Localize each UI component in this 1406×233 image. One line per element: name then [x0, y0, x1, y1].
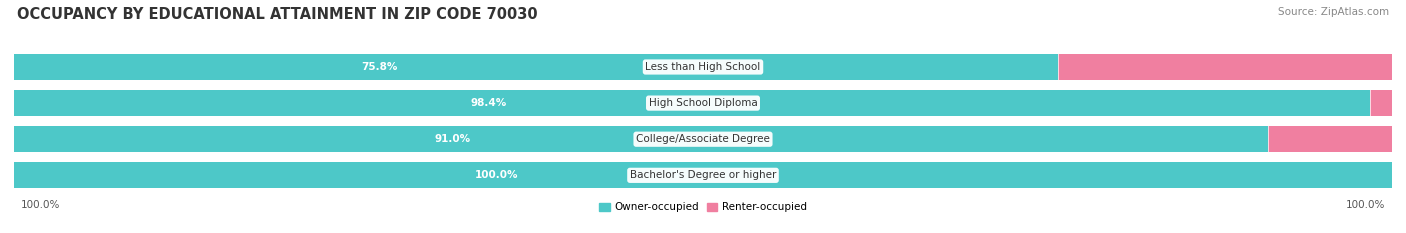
Bar: [1369, 90, 1392, 116]
Text: Bachelor's Degree or higher: Bachelor's Degree or higher: [630, 170, 776, 180]
Text: 91.0%: 91.0%: [434, 134, 471, 144]
Text: 75.8%: 75.8%: [361, 62, 398, 72]
Text: 98.4%: 98.4%: [471, 98, 506, 108]
Text: 100.0%: 100.0%: [1346, 200, 1385, 210]
Bar: [14, 162, 1392, 188]
Bar: [1059, 54, 1392, 80]
Bar: [14, 54, 1059, 80]
Legend: Owner-occupied, Renter-occupied: Owner-occupied, Renter-occupied: [595, 198, 811, 216]
Text: Less than High School: Less than High School: [645, 62, 761, 72]
Text: Source: ZipAtlas.com: Source: ZipAtlas.com: [1278, 7, 1389, 17]
Bar: [1268, 126, 1392, 152]
Text: 100.0%: 100.0%: [475, 170, 517, 180]
Text: College/Associate Degree: College/Associate Degree: [636, 134, 770, 144]
Bar: [14, 90, 1369, 116]
Bar: [14, 126, 1268, 152]
Text: High School Diploma: High School Diploma: [648, 98, 758, 108]
Text: OCCUPANCY BY EDUCATIONAL ATTAINMENT IN ZIP CODE 70030: OCCUPANCY BY EDUCATIONAL ATTAINMENT IN Z…: [17, 7, 537, 22]
Text: 100.0%: 100.0%: [21, 200, 60, 210]
Bar: [14, 162, 1392, 188]
Bar: [14, 126, 1392, 152]
Bar: [14, 90, 1392, 116]
Bar: [14, 54, 1392, 80]
